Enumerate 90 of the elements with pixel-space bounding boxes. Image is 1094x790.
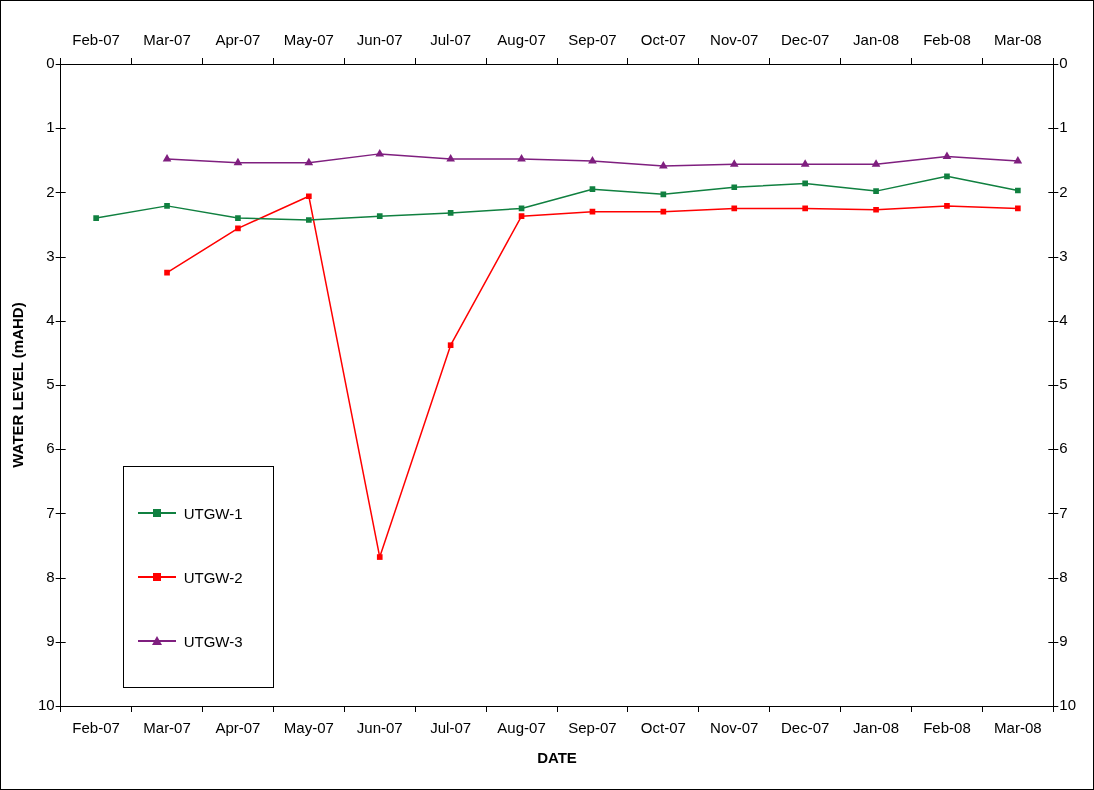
x-tick-label: Sep-07 (568, 719, 617, 737)
x-tick-label: Feb-07 (72, 719, 120, 737)
y-tick-label: 4 (46, 310, 55, 328)
point (729, 159, 739, 167)
point (1015, 205, 1021, 212)
category-label: Sep-07 (568, 31, 617, 49)
y-tick-label: 3 (46, 246, 55, 264)
y-tick-label: 8 (46, 567, 55, 585)
point (304, 157, 314, 166)
point (802, 205, 808, 212)
point (447, 210, 454, 216)
x-tick-label: Nov-07 (710, 719, 759, 737)
y2-tick-label: 4 (1059, 310, 1068, 328)
point (659, 161, 668, 169)
point (871, 159, 881, 167)
y-tick-label: 1 (46, 118, 55, 136)
point (873, 188, 879, 194)
y2-tick-label: 0 (1059, 54, 1068, 72)
point (731, 184, 738, 191)
point (944, 203, 950, 209)
category-label: May-07 (283, 31, 334, 49)
category-label: Feb-08 (923, 31, 971, 49)
y2-tick-label: 7 (1059, 503, 1068, 521)
category-label: Feb-07 (72, 31, 120, 49)
point (802, 180, 808, 187)
category-label: Nov-07 (710, 31, 759, 49)
y2-tick-label: 3 (1059, 246, 1068, 264)
category-label: Mar-08 (994, 31, 1042, 49)
x-tick-label: Feb-08 (923, 719, 971, 737)
legend-label: UTGW-1 (183, 504, 243, 522)
x-tick-label: Jun-07 (356, 719, 403, 737)
point (235, 225, 241, 232)
x-tick-label: May-07 (283, 719, 334, 737)
point (376, 554, 383, 560)
legend-label: UTGW-2 (183, 568, 243, 586)
y-tick-label: 6 (46, 439, 55, 457)
y-tick-label: 2 (46, 182, 55, 200)
x-axis-title: DATE (537, 749, 577, 767)
point (446, 154, 455, 162)
category-label: Aug-07 (497, 31, 546, 49)
point (731, 205, 738, 212)
y2-tick-label: 1 (1059, 118, 1068, 136)
category-label: Jan-08 (853, 31, 899, 49)
point (235, 215, 241, 221)
point (944, 173, 950, 180)
point (447, 342, 454, 349)
category-label: Apr-07 (215, 31, 261, 49)
category-label: Jul-07 (430, 31, 472, 49)
point (873, 206, 879, 213)
point (1015, 187, 1021, 194)
x-tick-label: Jul-07 (430, 719, 472, 737)
category-label: Oct-07 (640, 31, 686, 49)
category-label: Mar-07 (143, 31, 191, 49)
x-tick-label: Oct-07 (640, 719, 686, 737)
point (589, 186, 596, 193)
y2-tick-label: 2 (1059, 182, 1068, 200)
point (660, 191, 667, 198)
x-tick-label: Aug-07 (497, 719, 546, 737)
y-tick-label: 10 (38, 696, 55, 714)
point (162, 154, 172, 162)
y-tick-label: 0 (46, 54, 55, 72)
y2-tick-label: 6 (1059, 439, 1068, 457)
category-label: Dec-07 (780, 31, 830, 49)
point (800, 159, 810, 167)
point (518, 213, 525, 219)
point (306, 217, 312, 223)
point (164, 203, 170, 209)
y-tick-label: 9 (46, 631, 55, 649)
point (376, 213, 383, 219)
x-tick-label: Jan-08 (853, 719, 899, 737)
x-tick-label: Apr-07 (215, 719, 261, 737)
point (942, 151, 952, 159)
legend-label: UTGW-3 (183, 632, 243, 650)
y2-tick-label: 9 (1059, 631, 1068, 649)
y2-tick-label: 10 (1059, 696, 1076, 714)
point (233, 157, 243, 166)
y-tick-label: 5 (46, 375, 55, 393)
x-tick-label: Dec-07 (780, 719, 830, 737)
point (517, 154, 526, 162)
point (375, 148, 385, 157)
y2-tick-label: 5 (1059, 375, 1068, 393)
y-axis-title: WATER LEVEL (mAHD) (9, 302, 27, 468)
x-tick-label: Mar-08 (994, 719, 1042, 737)
x-tick-label: Mar-07 (143, 719, 191, 737)
y-tick-label: 7 (46, 503, 55, 521)
point (93, 215, 99, 221)
point (306, 193, 312, 200)
y2-tick-label: 8 (1059, 567, 1068, 585)
point (164, 269, 170, 276)
category-label: Jun-07 (356, 31, 403, 49)
